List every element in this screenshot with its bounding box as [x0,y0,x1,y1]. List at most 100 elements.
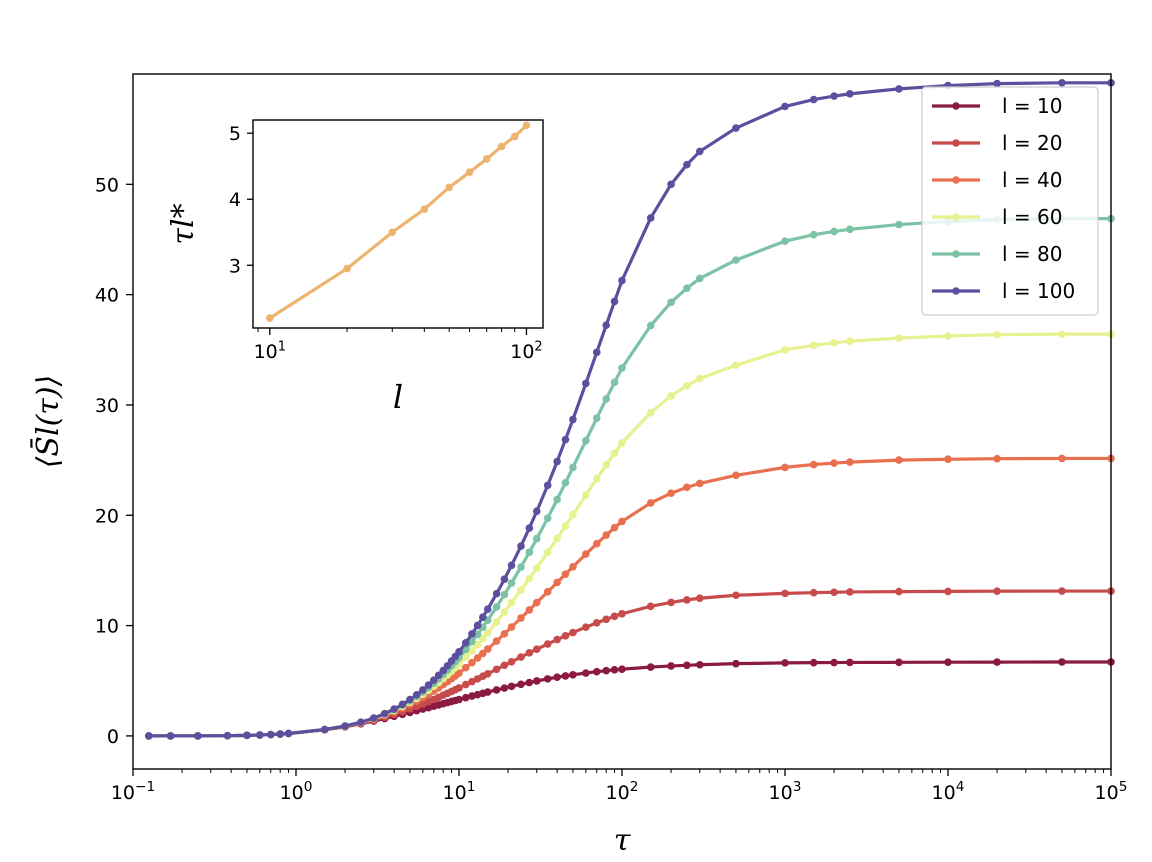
data-point [993,330,1001,339]
data-point [602,321,611,329]
data-point [732,471,740,480]
data-point [618,609,626,618]
data-point [479,649,487,658]
inset-data-point [522,121,531,130]
data-point [582,491,590,499]
data-point [461,693,470,702]
data-point [944,332,952,340]
legend-entry: l = 100 [932,279,1075,303]
data-point [483,605,492,613]
data-point [166,732,175,740]
data-point [483,645,492,653]
data-point [993,587,1001,595]
data-point [602,395,611,403]
data-point [569,463,577,472]
data-point [582,379,590,388]
data-point [646,602,655,611]
data-point [517,563,525,571]
legend-swatch-marker [952,139,960,147]
data-point [525,574,534,583]
legend-label: l = 20 [1002,131,1062,155]
data-point [543,640,552,648]
data-point [695,147,704,156]
data-point [592,539,601,548]
x-tick-label: 104 [932,779,965,804]
data-point [667,662,675,670]
data-point [592,474,601,483]
x-tick-exponent: 1 [278,339,286,354]
data-point [610,449,619,458]
x-tick-base: 10 [111,782,135,804]
data-point [732,124,740,132]
data-point [667,298,675,307]
data-point [532,507,541,515]
data-point [507,598,516,607]
data-point [434,671,443,680]
x-tick-exponent: 0 [304,779,313,795]
inset-x-axis-label: l [393,378,403,416]
data-point [517,614,525,622]
data-point [895,456,903,464]
data-point [468,630,476,638]
y-tick-label: 10 [95,616,119,638]
data-point [500,629,509,638]
data-point [473,640,482,649]
data-point [561,435,570,444]
data-point [781,345,789,354]
data-point [618,665,626,673]
inset-data-point [388,228,397,237]
data-point [532,564,541,572]
data-point [532,645,541,653]
data-point [553,635,561,644]
data-point [846,337,854,345]
data-point [492,603,501,611]
y-tick-label: 40 [95,285,119,307]
legend-label: l = 40 [1002,168,1062,192]
x-tick-base: 10 [769,782,793,804]
data-point [602,461,611,469]
data-point [543,481,552,490]
data-point [455,669,463,677]
legend-entry: l = 20 [932,131,1062,155]
x-tick-label: 102 [510,339,542,363]
x-tick-exponent: −1 [135,779,155,795]
data-point [695,660,704,669]
data-point [895,334,903,342]
data-point [543,548,552,557]
x-tick-label: 100 [280,779,313,804]
x-tick-exponent: 2 [534,339,542,354]
data-point [532,534,541,543]
data-point [276,730,285,738]
data-point [500,608,509,616]
y-axis-label: ⟨S̄l(τ)⟩ [30,375,66,469]
x-tick-exponent: 2 [630,779,639,795]
y-tick-label: 20 [95,505,119,527]
inset-series [266,121,531,322]
data-point [507,561,516,570]
data-point [610,297,619,306]
data-point [781,659,789,667]
data-point [223,731,232,740]
data-point [500,590,509,599]
data-point [592,667,601,676]
inset-y-axis-label: τl* [166,203,201,244]
data-point [483,669,492,678]
data-point [592,619,601,627]
data-point [592,414,601,422]
data-point [830,92,838,100]
data-point [944,658,952,667]
data-point [582,623,590,631]
data-point [532,598,541,607]
x-tick-base: 10 [932,782,956,804]
data-point [618,276,626,285]
data-point [809,341,818,350]
data-point [732,659,740,668]
data-point [781,237,789,245]
data-point [412,702,421,711]
data-point [846,458,854,466]
data-point [830,588,838,597]
legend-swatch-marker [952,250,960,258]
data-point [592,348,601,357]
data-point [341,722,349,730]
